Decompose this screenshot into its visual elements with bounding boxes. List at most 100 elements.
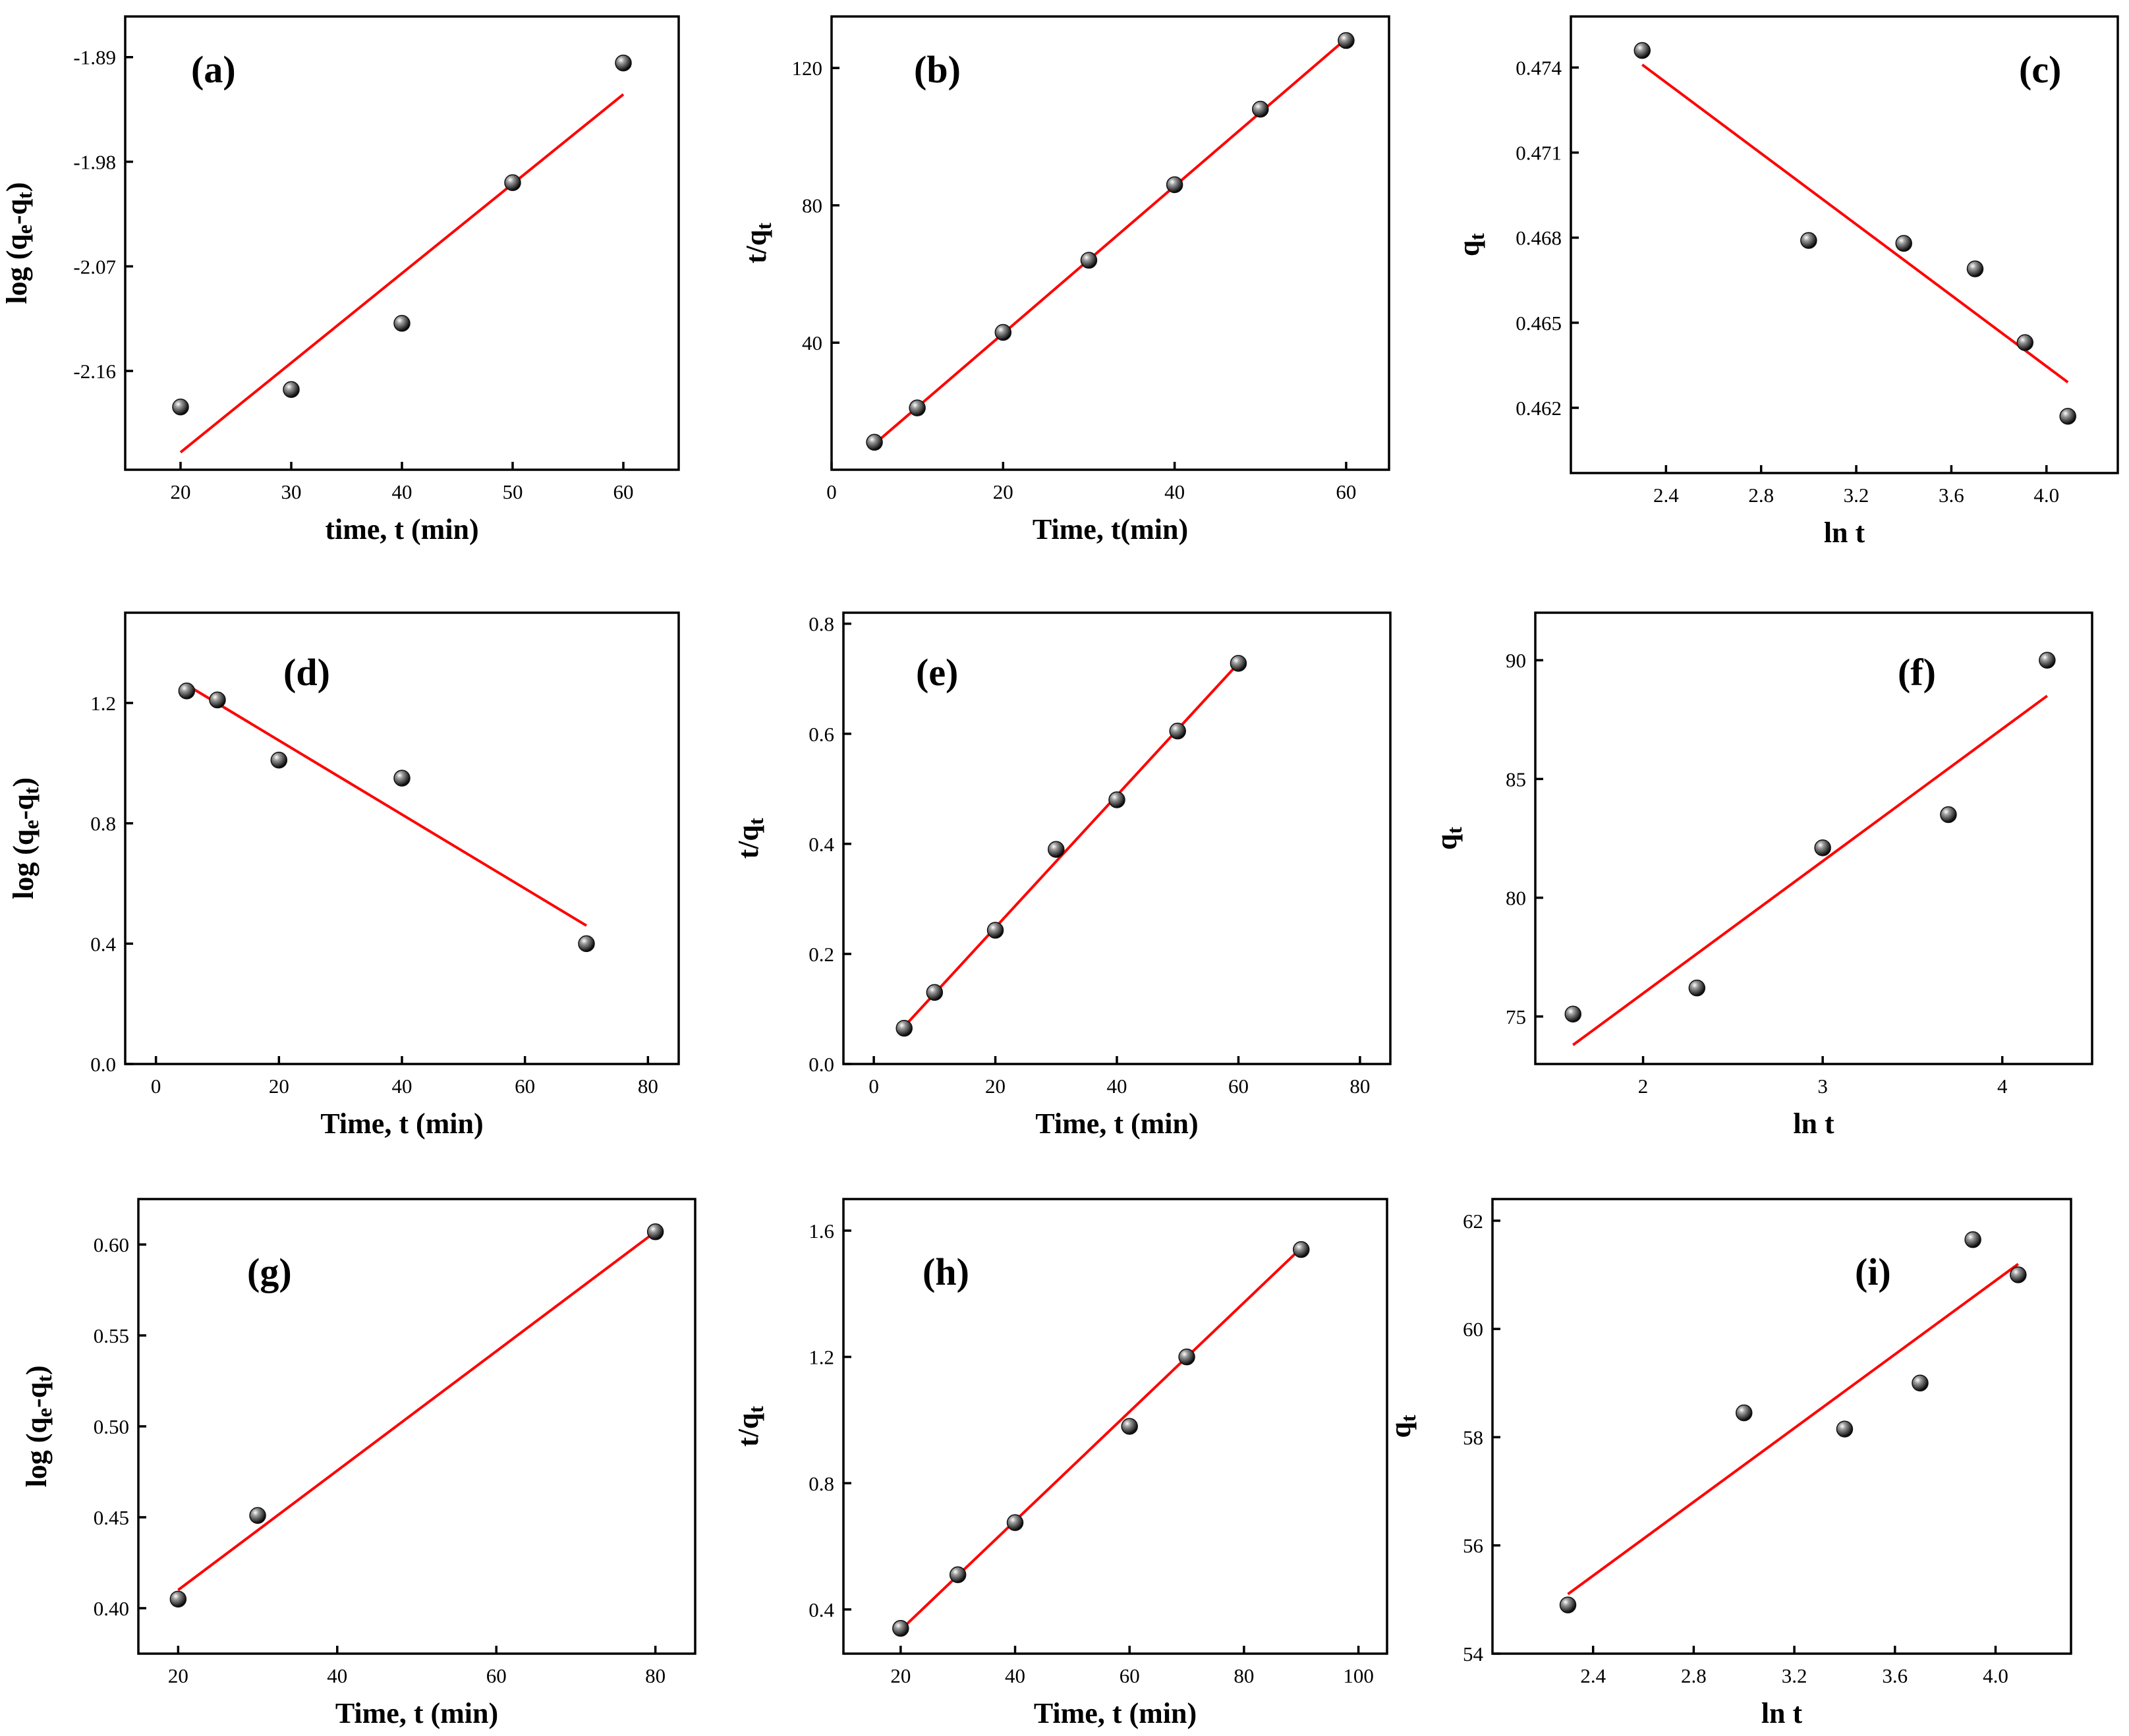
- x-tick-label: 30: [281, 480, 302, 503]
- y-tick-label: 0.8: [809, 613, 834, 636]
- y-tick-label: 0.468: [1516, 227, 1562, 250]
- x-tick-label: 3.6: [1939, 484, 1964, 507]
- data-point: [1836, 1420, 1854, 1438]
- y-axis-title: qt: [1431, 827, 1466, 850]
- data-point: [209, 691, 226, 709]
- y-tick-label: -1.89: [73, 46, 116, 69]
- y-tick-label: 60: [1463, 1318, 1483, 1341]
- y-tick-label: 0.8: [809, 1472, 834, 1495]
- x-tick-label: 20: [168, 1664, 188, 1687]
- x-axis-title: ln t: [1824, 517, 1865, 549]
- y-tick-label: 0.4: [90, 932, 116, 955]
- x-tick-label: 80: [645, 1664, 666, 1687]
- data-point: [2039, 652, 2056, 669]
- y-tick-label: 54: [1463, 1642, 1484, 1666]
- data-point: [1800, 232, 1817, 249]
- y-tick-label: 1.2: [809, 1346, 834, 1369]
- x-tick-label: 60: [486, 1664, 507, 1687]
- plot-frame: [830, 15, 1390, 471]
- y-axis-title: t/qt: [732, 1406, 768, 1447]
- data-point: [249, 1507, 266, 1524]
- x-tick-label: 40: [1107, 1075, 1127, 1098]
- fit-line: [899, 1246, 1303, 1631]
- data-point: [1230, 655, 1247, 672]
- y-axis-title: qt: [1453, 233, 1489, 256]
- y-axis-title: t/qt: [732, 818, 768, 858]
- x-tick-label: 40: [392, 480, 412, 503]
- fit-line: [177, 1231, 656, 1591]
- data-point: [1912, 1374, 1929, 1392]
- y-tick-label: 0.0: [809, 1053, 834, 1076]
- y-tick-label: 0.6: [809, 723, 834, 746]
- data-point: [615, 54, 632, 72]
- panel-label: (g): [247, 1250, 292, 1293]
- data-point: [646, 1223, 664, 1241]
- x-tick-label: 2.8: [1681, 1664, 1707, 1687]
- data-point: [1735, 1404, 1753, 1422]
- y-tick-label: 0.4: [809, 1598, 834, 1621]
- data-point: [1940, 806, 1957, 824]
- y-axis-title: log (qe-qt): [20, 1366, 56, 1488]
- x-tick-label: 60: [515, 1075, 535, 1098]
- data-point: [949, 1566, 967, 1583]
- data-point: [2059, 408, 2076, 425]
- data-point: [1564, 1005, 1581, 1023]
- x-tick-label: 0: [868, 1075, 879, 1098]
- fit-line: [873, 38, 1348, 445]
- y-tick-label: 0.474: [1516, 56, 1562, 79]
- data-point: [986, 922, 1004, 939]
- data-point: [578, 935, 595, 953]
- panel-label: (e): [916, 651, 958, 694]
- chart-panel-e: 0 20 40 60 80 0.0 0.2 0.4 0.6 0.8 Time, t (min) t/q…: [732, 611, 1392, 1140]
- y-tick-label: 0.45: [94, 1506, 129, 1529]
- data-point: [1006, 1514, 1024, 1531]
- fit-line: [186, 683, 588, 927]
- y-tick-label: 0.4: [809, 833, 834, 856]
- x-axis-title: Time, t(min): [1033, 513, 1188, 546]
- x-tick-label: 50: [503, 480, 523, 503]
- y-tick-label: 56: [1463, 1534, 1483, 1557]
- plot-frame: [1570, 15, 2119, 474]
- data-point: [270, 752, 288, 769]
- x-tick-label: 80: [1349, 1075, 1370, 1098]
- x-axis-title: Time, t (min): [1035, 1107, 1198, 1140]
- x-tick-label: 40: [1005, 1664, 1025, 1687]
- data-point: [283, 381, 300, 399]
- x-axis-title: Time, t (min): [335, 1697, 498, 1729]
- y-tick-label: 80: [802, 194, 822, 217]
- data-point: [169, 1590, 187, 1608]
- x-tick-label: 2.8: [1748, 484, 1774, 507]
- panel-label: (i): [1855, 1250, 1891, 1293]
- data-point: [994, 323, 1012, 341]
- x-tick-label: 60: [1228, 1075, 1249, 1098]
- x-axis-title: ln t: [1793, 1107, 1834, 1140]
- x-tick-label: 4.0: [1983, 1664, 2008, 1687]
- x-tick-label: 40: [1164, 480, 1185, 503]
- data-point: [926, 984, 944, 1001]
- y-tick-label: 120: [792, 57, 823, 80]
- x-axis-title: Time, t (min): [320, 1107, 483, 1140]
- x-tick-label: 60: [1336, 480, 1356, 503]
- y-axis-title: t/qt: [740, 223, 776, 264]
- y-tick-label: 0.60: [94, 1233, 129, 1256]
- y-tick-label: 1.2: [90, 692, 116, 715]
- x-tick-label: 4.0: [2033, 484, 2059, 507]
- data-point: [909, 399, 926, 416]
- x-tick-label: 20: [890, 1664, 911, 1687]
- x-tick-label: 40: [392, 1075, 412, 1098]
- x-tick-label: 80: [638, 1075, 658, 1098]
- fit-line: [1567, 1262, 2020, 1596]
- y-tick-label: 85: [1506, 768, 1526, 791]
- x-tick-label: 3.6: [1882, 1664, 1908, 1687]
- data-point: [1178, 1348, 1195, 1366]
- x-tick-label: 3.2: [1844, 484, 1869, 507]
- fit-line: [903, 662, 1239, 1028]
- data-point: [1252, 100, 1269, 118]
- data-point: [393, 770, 411, 787]
- x-tick-label: 0: [826, 480, 837, 503]
- panel-label: (h): [923, 1250, 969, 1293]
- y-tick-label: 58: [1463, 1426, 1483, 1449]
- y-tick-label: 0.2: [809, 943, 834, 966]
- data-point: [1292, 1241, 1310, 1258]
- data-point: [866, 434, 883, 451]
